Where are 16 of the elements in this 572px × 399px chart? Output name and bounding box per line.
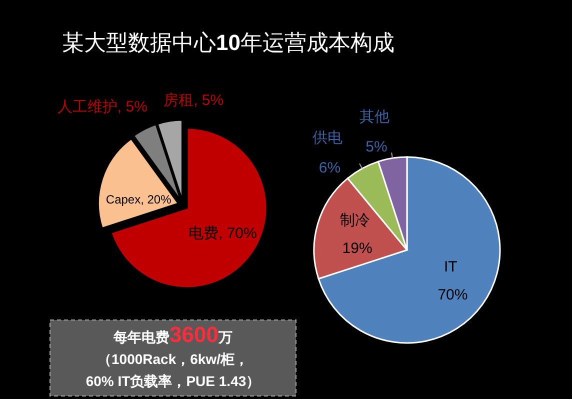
slice-label: 供电 [312,130,343,147]
text: 60% IT负载率，PUE 1.43） [86,373,260,389]
slice-label: 房租, 5% [164,92,224,109]
chart-title: 某大型数据中心10年运营成本构成 [62,30,394,55]
slice-label: IT [444,258,458,276]
slice-label: Capex, 20% [106,192,172,207]
text: （1000Rack，6kw/柜， [98,351,248,367]
slice-label: 制冷 [340,212,370,229]
slice-label: 电费, 70% [188,224,257,242]
data-label: 6% [314,160,341,177]
slice-label: 其他 [359,108,390,126]
data-label: 5% [361,138,388,156]
data-label: 19% [338,240,372,257]
text: 每年电费3600万 [112,322,232,347]
data-label: 70% [434,286,468,304]
slice-label: 人工维护, 5% [57,98,148,116]
